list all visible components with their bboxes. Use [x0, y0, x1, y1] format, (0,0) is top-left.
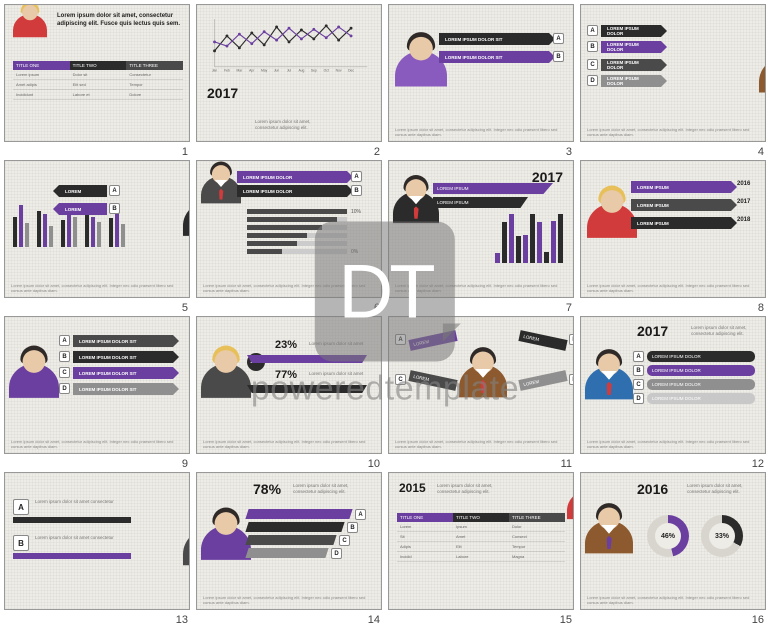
- page-number: 12: [752, 458, 764, 470]
- slide-thumbnail-15[interactable]: 2015Lorem ipsum dolor sit amet, consecte…: [388, 472, 574, 624]
- page-number: 9: [182, 458, 188, 470]
- svg-text:Jul: Jul: [287, 69, 292, 73]
- page-number: 1: [182, 146, 188, 158]
- page-number: 7: [566, 302, 572, 314]
- slide-thumbnail-7[interactable]: 2017LOREM IPSUMLOREM IPSUMLorem ipsum do…: [388, 160, 574, 312]
- slide-thumbnail-3[interactable]: LOREM IPSUM DOLOR SIT ALOREM IPSUM DOLOR…: [388, 4, 574, 156]
- page-number: 11: [561, 458, 572, 470]
- page-number: 6: [374, 302, 380, 314]
- slide-thumbnail-11[interactable]: LOREM ALOREM BLOREM CLOREM DLorem ipsum …: [388, 316, 574, 468]
- slide-thumbnail-12[interactable]: 2017Lorem ipsum dolor sit amet, consecte…: [580, 316, 766, 468]
- slide-thumbnail-6[interactable]: LOREM IPSUM DOLOR ALOREM IPSUM DOLOR B10…: [196, 160, 382, 312]
- svg-text:Mar: Mar: [236, 69, 243, 73]
- slide-thumbnail-9[interactable]: A LOREM IPSUM DOLOR SITB LOREM IPSUM DOL…: [4, 316, 190, 468]
- svg-text:Dec: Dec: [348, 69, 354, 73]
- svg-text:Nov: Nov: [336, 69, 342, 73]
- slide-thumbnail-5[interactable]: A LOREMB LOREMLorem ipsum dolor sit amet…: [4, 160, 190, 312]
- page-number: 8: [758, 302, 764, 314]
- page-number: 13: [176, 614, 188, 626]
- svg-text:Jan: Jan: [212, 69, 218, 73]
- slide-thumbnail-16[interactable]: 2016Lorem ipsum dolor sit amet, consecte…: [580, 472, 766, 624]
- page-number: 3: [566, 146, 572, 158]
- page-number: 5: [182, 302, 188, 314]
- slide-thumbnail-4[interactable]: A LOREM IPSUM DOLORB LOREM IPSUM DOLORC …: [580, 4, 766, 156]
- slide-thumbnail-2[interactable]: JanFebMarAprMayJunJulAugSepOctNovDec 201…: [196, 4, 382, 156]
- page-number: 4: [758, 146, 764, 158]
- slide-thumbnail-1[interactable]: Lorem ipsum dolor sit amet, consectetur …: [4, 4, 190, 156]
- svg-text:Aug: Aug: [298, 69, 304, 73]
- page-number: 16: [752, 614, 764, 626]
- slide-thumbnail-8[interactable]: LOREM IPSUM 2016LOREM IPSUM 2017LOREM IP…: [580, 160, 766, 312]
- page-number: 15: [560, 614, 572, 626]
- svg-text:Oct: Oct: [324, 69, 329, 73]
- svg-text:May: May: [261, 69, 268, 73]
- page-number: 14: [368, 614, 380, 626]
- page-number: 10: [368, 458, 380, 470]
- svg-text:Sep: Sep: [311, 69, 317, 73]
- svg-text:Feb: Feb: [224, 69, 230, 73]
- thumbnail-grid: Lorem ipsum dolor sit amet, consectetur …: [0, 0, 770, 628]
- page-number: 2: [374, 146, 380, 158]
- slide-thumbnail-14[interactable]: 78%Lorem ipsum dolor sit amet, consectet…: [196, 472, 382, 624]
- svg-text:Jun: Jun: [274, 69, 280, 73]
- slide-thumbnail-13[interactable]: A Lorem ipsum dolor sit amet consectetur…: [4, 472, 190, 624]
- svg-text:Apr: Apr: [249, 69, 255, 73]
- slide-thumbnail-10[interactable]: 201723% Lorem ipsum dolor sit amet 77% L…: [196, 316, 382, 468]
